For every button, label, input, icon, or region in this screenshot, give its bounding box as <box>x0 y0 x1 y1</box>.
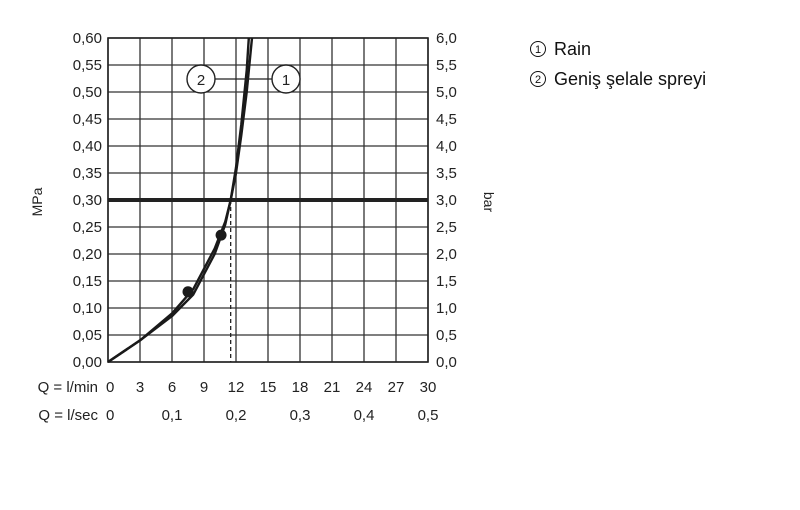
legend-marker-1: 1 <box>530 41 546 57</box>
y-left-tick-label: 0,50 <box>73 84 102 101</box>
x-tick-label: 0,4 <box>354 407 375 424</box>
x-tick-label: 0,3 <box>290 407 311 424</box>
left-axis-title: MPa <box>29 187 45 216</box>
callout-label-2: 2 <box>197 72 205 89</box>
legend-item-genis-selale: 2 Geniş şelale spreyi <box>530 64 706 94</box>
y-left-tick-label: 0,40 <box>73 138 102 155</box>
y-left-tick-label: 0,10 <box>73 300 102 317</box>
x-tick-label: 0 <box>106 379 114 396</box>
y-right-tick-label: 1,5 <box>436 273 457 290</box>
x-tick-label: 24 <box>356 379 373 396</box>
callout-label-1: 1 <box>282 72 290 89</box>
legend: 1 Rain 2 Geniş şelale spreyi <box>530 34 706 94</box>
y-left-tick-label: 0,25 <box>73 219 102 236</box>
y-left-tick-label: 0,15 <box>73 273 102 290</box>
y-right-tick-label: 4,0 <box>436 138 457 155</box>
grid <box>107 37 429 363</box>
x-axis-prefix: Q = l/sec <box>38 407 98 424</box>
series-point-2 <box>182 286 194 298</box>
curves <box>107 37 254 363</box>
y-left-tick-label: 0,20 <box>73 246 102 263</box>
legend-label-genis-selale: Geniş şelale spreyi <box>554 68 707 89</box>
y-left-tick-label: 0,60 <box>73 30 102 47</box>
y-left-tick-label: 0,30 <box>73 192 102 209</box>
y-right-tick-label: 5,5 <box>436 57 457 74</box>
callout-circle-2 <box>186 64 216 94</box>
x-tick-label: 0,2 <box>226 407 247 424</box>
y-left-tick-label: 0,00 <box>73 354 102 371</box>
x-tick-label: 12 <box>228 379 245 396</box>
x-tick-label: 0,5 <box>418 407 439 424</box>
y-right-tick-label: 2,5 <box>436 219 457 236</box>
y-left-tick-label: 0,55 <box>73 57 102 74</box>
x-tick-label: 3 <box>136 379 144 396</box>
legend-label-rain: Rain <box>554 38 592 59</box>
right-y-axis: 0,0 0,5 1,0 1,5 2,0 2,5 3,0 3,5 4,0 4,5 5,0 5,5 6,0 <box>436 30 457 371</box>
x-tick-label: 30 <box>420 379 437 396</box>
y-right-tick-label: 0,0 <box>436 354 457 371</box>
left-y-axis: 0,00 0,05 0,10 0,15 0,20 0,25 0,30 0,35 0,40 0,45… <box>73 30 102 371</box>
series-line-2 <box>107 37 250 363</box>
y-left-tick-label: 0,45 <box>73 111 102 128</box>
y-right-tick-label: 6,0 <box>436 30 457 47</box>
y-left-tick-label: 0,35 <box>73 165 102 182</box>
right-axis-title: bar <box>481 192 497 213</box>
y-right-tick-label: 5,0 <box>436 84 457 101</box>
legend-item-rain: 1 Rain <box>530 34 706 64</box>
x-tick-label: 0 <box>106 407 114 424</box>
y-right-tick-label: 2,0 <box>436 246 457 263</box>
y-right-tick-label: 3,0 <box>436 192 457 209</box>
x-tick-label: 21 <box>324 379 341 396</box>
x-axis: Q = l/min 0 3 6 9 12 15 18 21 24 27 30 Q = l/sec 0 0,1… <box>38 379 439 424</box>
x-tick-label: 27 <box>388 379 405 396</box>
y-right-tick-label: 4,5 <box>436 111 457 128</box>
y-right-tick-label: 0,5 <box>436 327 457 344</box>
x-axis-prefix: Q = l/min <box>38 379 98 396</box>
x-tick-label: 15 <box>260 379 277 396</box>
legend-marker-2: 2 <box>530 71 546 87</box>
y-left-tick-label: 0,05 <box>73 327 102 344</box>
x-tick-label: 0,1 <box>162 407 183 424</box>
y-right-tick-label: 3,5 <box>436 165 457 182</box>
x-tick-label: 9 <box>200 379 208 396</box>
y-right-tick-label: 1,0 <box>436 300 457 317</box>
callout-circle-1 <box>271 64 301 94</box>
x-tick-label: 18 <box>292 379 309 396</box>
x-tick-label: 6 <box>168 379 176 396</box>
